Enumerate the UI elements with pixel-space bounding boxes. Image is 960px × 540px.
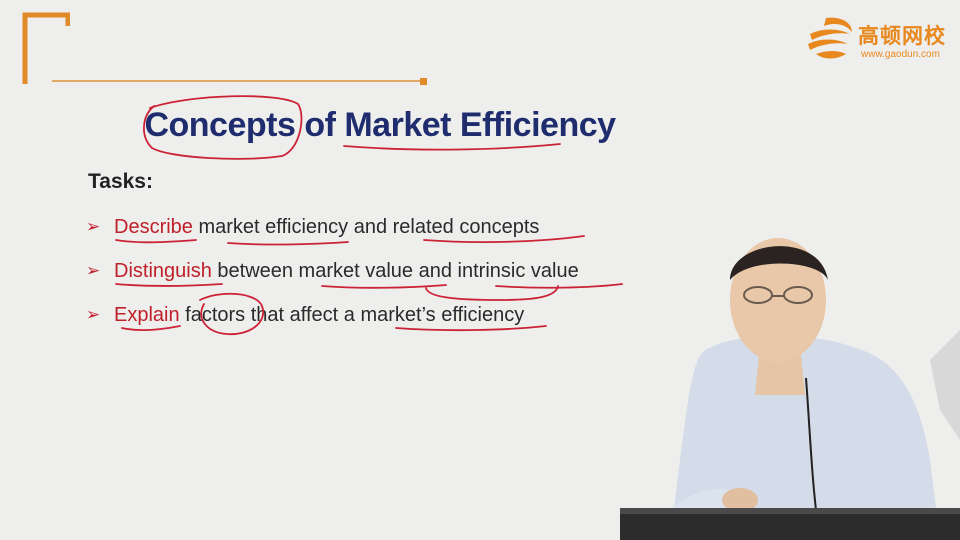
task-verb: Distinguish [114, 260, 212, 282]
logo-chinese-name: 高顿网校 [858, 24, 946, 48]
arrow-bullet-icon: ➢ [86, 305, 101, 324]
slide-title: Concepts of Market Efficiency [0, 106, 760, 145]
header-divider-dot [420, 78, 427, 85]
corner-bracket-decoration [22, 12, 70, 84]
task-list: ➢ Describe market efficiency and related… [86, 214, 579, 346]
tasks-heading: Tasks: [88, 170, 153, 193]
task-description: market efficiency and related concepts [192, 216, 540, 238]
list-item: ➢ Distinguish between market value and i… [86, 258, 579, 302]
task-description: between market value and intrinsic value [211, 260, 579, 282]
task-description: factors that affect a market’s efficienc… [179, 304, 525, 326]
task-verb: Explain [114, 304, 180, 326]
logo-url: www.gaodun.com [861, 49, 940, 60]
gaodun-logo-mark-icon [808, 17, 852, 59]
arrow-bullet-icon: ➢ [86, 217, 101, 236]
title-rest: of Market Efficiency [295, 106, 616, 144]
list-item: ➢ Describe market efficiency and related… [86, 214, 579, 258]
title-word-concepts: Concepts [144, 106, 296, 144]
header-divider-line [52, 80, 424, 82]
gaodun-logo: 高顿网校 www.gaodun.com [806, 14, 952, 64]
task-verb: Describe [114, 216, 193, 238]
list-item: ➢ Explain factors that affect a market’s… [86, 302, 579, 346]
presenter-video [620, 238, 960, 540]
arrow-bullet-icon: ➢ [86, 261, 101, 280]
